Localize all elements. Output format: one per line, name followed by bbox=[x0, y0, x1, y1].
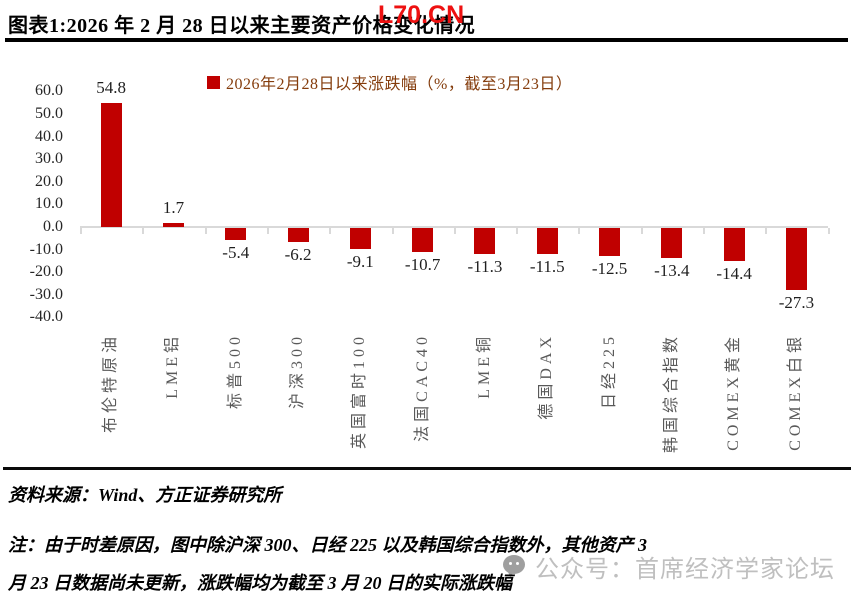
category-label: 韩国综合指数 bbox=[662, 333, 680, 454]
bar bbox=[349, 228, 371, 249]
figure-title: 图表1:2026 年 2 月 28 日以来主要资产价格变化情况 bbox=[8, 15, 476, 37]
y-axis-label: 20.0 bbox=[35, 172, 63, 190]
category-label: COMEX黄金 bbox=[725, 333, 743, 451]
category-label: 标普500 bbox=[226, 333, 244, 410]
bar-value-label: -6.2 bbox=[284, 245, 312, 264]
x-axis-tick bbox=[453, 228, 456, 234]
chart-legend: 2026年2月28日以来涨跌幅（%，截至3月23日） bbox=[207, 70, 572, 94]
bar-chart: 60.0 50.0 40.0 30.0 20.0 10.0 0.0 -10.0 -20.0 -30… bbox=[29, 78, 830, 454]
bar bbox=[723, 228, 745, 261]
x-axis-line bbox=[80, 226, 828, 228]
category-label: LME铝 bbox=[164, 333, 182, 399]
x-axis-tick bbox=[266, 228, 269, 234]
y-axis-label: 40.0 bbox=[35, 127, 63, 145]
x-axis-tick bbox=[329, 228, 332, 234]
bar bbox=[412, 228, 434, 253]
bar bbox=[162, 223, 184, 227]
bar bbox=[661, 228, 683, 259]
x-axis-tick bbox=[204, 228, 207, 234]
bar bbox=[599, 228, 621, 257]
bar-value-label: -11.3 bbox=[467, 256, 503, 276]
category-label: 沪深300 bbox=[289, 333, 307, 410]
x-axis-tick bbox=[80, 228, 82, 234]
category-label: LME铜 bbox=[475, 333, 493, 399]
y-axis-label: 50.0 bbox=[35, 105, 63, 122]
category-label: 法国CAC40 bbox=[413, 333, 431, 442]
category-label: 日经225 bbox=[600, 333, 618, 410]
bar-value-label: 54.8 bbox=[96, 78, 127, 98]
bar-value-label: -11.5 bbox=[529, 256, 565, 276]
category-label: 英国富时100 bbox=[351, 333, 369, 450]
category-label: 德国DAX bbox=[538, 333, 556, 420]
bar-value-label: -5.4 bbox=[222, 243, 250, 263]
bar bbox=[785, 228, 807, 290]
bar bbox=[100, 103, 122, 227]
red-site-watermark: L70.CN bbox=[378, 1, 465, 29]
bar-value-label: -13.4 bbox=[654, 261, 690, 281]
x-axis-tick bbox=[142, 228, 145, 234]
bar-value-label: -12.5 bbox=[591, 259, 628, 279]
x-axis-tick bbox=[640, 228, 643, 234]
wechat-icon bbox=[503, 554, 529, 579]
x-axis-tick bbox=[578, 228, 581, 234]
bar bbox=[287, 228, 309, 242]
y-axis-label: -30.0 bbox=[29, 285, 63, 303]
source-line: 资料来源：Wind、方正证券研究所 bbox=[8, 485, 282, 505]
bar-value-label: -10.7 bbox=[404, 255, 441, 275]
y-axis-label: 60.0 bbox=[35, 82, 63, 100]
x-axis-tick bbox=[827, 228, 830, 234]
bar-value-label: -14.4 bbox=[716, 263, 752, 283]
y-axis-label: -10.0 bbox=[29, 240, 63, 258]
footer-divider-rule bbox=[3, 467, 851, 470]
x-axis-tick bbox=[703, 228, 705, 234]
bar-value-label: -9.1 bbox=[346, 251, 374, 271]
category-label: 布伦特原油 bbox=[102, 333, 120, 434]
x-axis-tick bbox=[391, 228, 394, 234]
title-divider-rule bbox=[5, 38, 848, 42]
legend-swatch-red bbox=[207, 75, 220, 89]
y-axis-label: 10.0 bbox=[35, 195, 63, 213]
bar bbox=[536, 228, 558, 254]
y-axis-label: 0.0 bbox=[43, 218, 63, 235]
legend-label: 2026年2月28日以来涨跌幅（%，截至3月23日） bbox=[226, 76, 573, 93]
wechat-watermark: 公众号：首席经济学家论坛 bbox=[503, 549, 835, 584]
wechat-watermark-text: 公众号：首席经济学家论坛 bbox=[535, 556, 835, 583]
bar bbox=[474, 228, 496, 254]
note-line-2: 月 23 日数据尚未更新，涨跌幅均为截至 3 月 20 日的实际涨跌幅 bbox=[8, 573, 512, 593]
x-axis-tick bbox=[765, 228, 768, 234]
category-label: COMEX白银 bbox=[787, 333, 805, 451]
note-line-1: 注：由于时差原因，图中除沪深 300、日经 225 以及韩国综合指数外，其他资产… bbox=[8, 535, 647, 555]
bar-value-label: 1.7 bbox=[162, 198, 185, 218]
y-axis-label: -40.0 bbox=[29, 308, 63, 326]
x-axis-tick bbox=[516, 228, 519, 234]
bar-value-label: -27.3 bbox=[778, 292, 815, 312]
bar bbox=[225, 228, 247, 241]
y-axis-label: 30.0 bbox=[35, 150, 63, 168]
y-axis-label: -20.0 bbox=[29, 263, 63, 281]
